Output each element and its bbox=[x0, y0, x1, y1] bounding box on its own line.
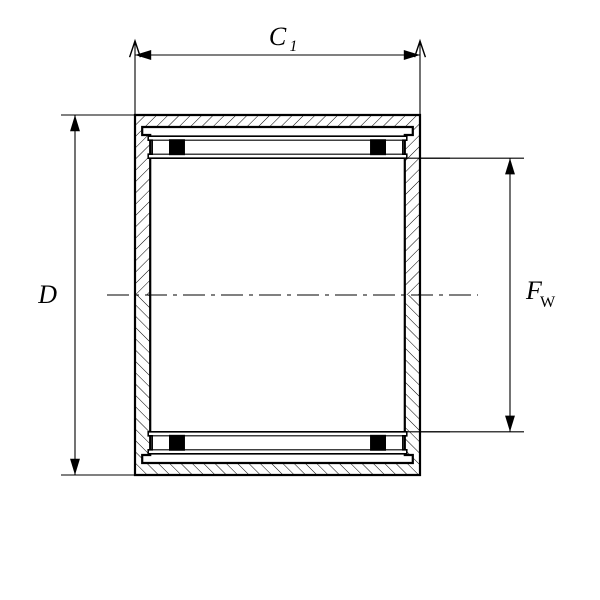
label-width-sub: 1 bbox=[290, 38, 298, 55]
roller bbox=[169, 435, 185, 451]
label-outer-dia: D bbox=[37, 280, 57, 309]
label-width: C bbox=[269, 22, 287, 51]
roller bbox=[169, 139, 185, 155]
roller bbox=[370, 139, 386, 155]
roller bbox=[370, 435, 386, 451]
cage-top bbox=[148, 136, 407, 158]
cage-bottom bbox=[148, 432, 407, 454]
label-inner-dia-sub: W bbox=[540, 294, 556, 311]
